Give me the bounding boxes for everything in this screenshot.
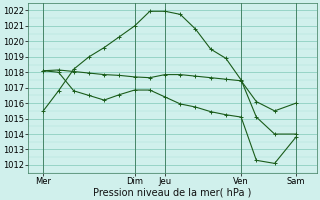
X-axis label: Pression niveau de la mer( hPa ): Pression niveau de la mer( hPa )	[93, 187, 252, 197]
